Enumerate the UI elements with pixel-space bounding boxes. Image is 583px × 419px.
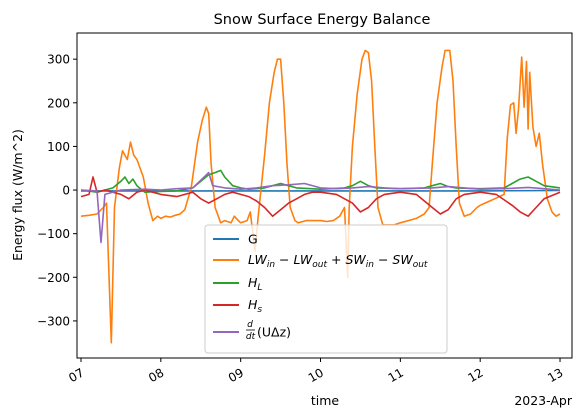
hl-main: H bbox=[248, 275, 258, 290]
x-axis-ticks: 07 08 09 10 11 12 13 bbox=[66, 358, 566, 385]
x-tick-label: 11 bbox=[386, 365, 406, 385]
series-line-4 bbox=[80, 171, 561, 244]
legend-label-radiation: LWin − LWout + SWin − SWout bbox=[248, 252, 428, 270]
hs-sub: s bbox=[257, 305, 262, 315]
y-axis-ticks: −300 −200 −100 0 100 200 300 bbox=[37, 53, 77, 328]
frac-dt: dt bbox=[246, 332, 256, 342]
hl-sub: L bbox=[257, 283, 262, 293]
plot-lines bbox=[80, 49, 561, 344]
series-line-1 bbox=[80, 49, 561, 344]
storage-term: (UΔz) bbox=[257, 325, 291, 340]
x-axis-label: time bbox=[311, 393, 340, 408]
y-tick-label: 0 bbox=[62, 184, 70, 198]
x-tick-label: 10 bbox=[306, 365, 326, 385]
y-tick-label: −300 bbox=[37, 314, 70, 328]
y-tick-label: 100 bbox=[47, 140, 70, 154]
y-tick-label: −200 bbox=[37, 271, 70, 285]
x-tick-label: 08 bbox=[146, 365, 166, 385]
y-tick-label: 200 bbox=[47, 96, 70, 110]
legend-label-hs: Hs bbox=[248, 297, 262, 315]
x-tick-label: 12 bbox=[465, 365, 485, 385]
legend-label-storage: d dt (UΔz) bbox=[246, 320, 291, 342]
frac-d: d bbox=[247, 320, 253, 330]
x-tick-label: 13 bbox=[545, 365, 565, 385]
legend-box bbox=[204, 224, 448, 354]
x-axis-offset-label: 2023-Apr bbox=[514, 393, 573, 408]
chart-title: Snow Surface Energy Balance bbox=[214, 12, 431, 28]
series-line-3 bbox=[80, 176, 561, 217]
y-axis-label: Energy flux (W/m^2) bbox=[10, 129, 25, 261]
legend-label-g: G bbox=[248, 232, 258, 247]
y-tick-label: 300 bbox=[47, 53, 70, 67]
legend: G LWin − LWout + SWin − SWout HL Hs d dt… bbox=[204, 224, 448, 354]
y-tick-label: −100 bbox=[37, 227, 70, 241]
x-tick-label: 07 bbox=[66, 365, 86, 385]
legend-label-hl: HL bbox=[248, 275, 262, 293]
hs-main: H bbox=[248, 297, 258, 312]
x-tick-label: 09 bbox=[226, 365, 246, 385]
plot-frame bbox=[76, 32, 573, 359]
